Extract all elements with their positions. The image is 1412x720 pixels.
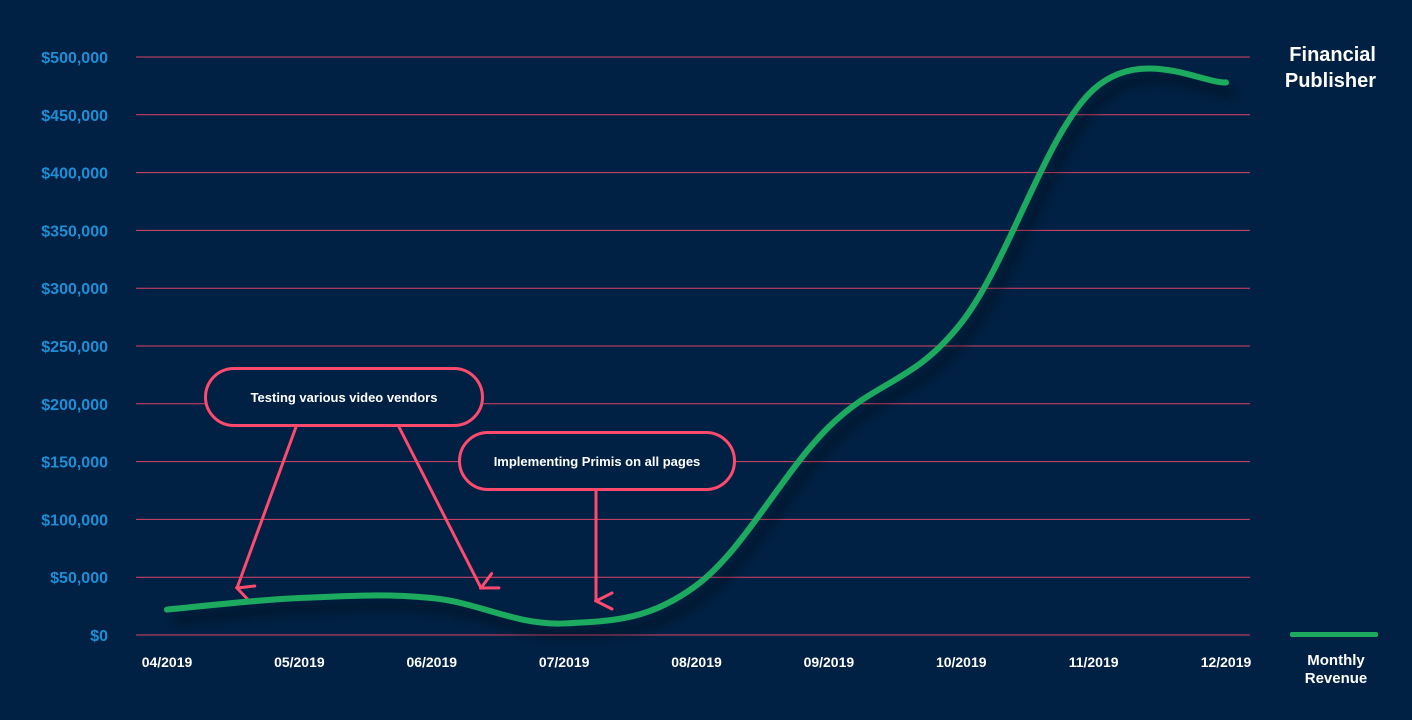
- grid-lines: [136, 56, 1250, 636]
- y-tick-label: $300,000: [41, 281, 108, 298]
- callout-text: Testing various video vendors: [250, 389, 438, 405]
- legend-swatch: [1290, 632, 1378, 637]
- x-tick-label: 10/2019: [936, 654, 987, 670]
- y-tick-label: $200,000: [41, 397, 108, 414]
- y-tick-label: $400,000: [41, 166, 108, 183]
- series-monthly-revenue: [164, 65, 1229, 627]
- callout-text: Implementing Primis on all pages: [493, 453, 701, 469]
- x-tick-label: 06/2019: [406, 654, 457, 670]
- x-tick-label: 07/2019: [539, 654, 590, 670]
- series-line: [164, 65, 1229, 627]
- y-tick-label: $50,000: [50, 570, 108, 587]
- callout-implementing-primis: Implementing Primis on all pages: [458, 431, 736, 491]
- y-tick-label: $150,000: [41, 455, 108, 472]
- x-axis: 04/2019 05/2019 06/2019 07/2019 08/2019 09/20…: [142, 654, 1252, 670]
- legend-label: Monthly Revenue: [1304, 652, 1368, 687]
- y-tick-label: $100,000: [41, 512, 108, 529]
- y-tick-label: $450,000: [41, 108, 108, 125]
- x-tick-label: 05/2019: [274, 654, 325, 670]
- x-tick-label: 12/2019: [1201, 654, 1252, 670]
- annotation-arrows: [237, 425, 596, 601]
- chart-title: Financial Publisher: [1284, 44, 1376, 92]
- x-tick-label: 11/2019: [1069, 654, 1119, 670]
- x-tick-label: 04/2019: [142, 654, 193, 670]
- y-tick-label: $350,000: [41, 223, 108, 240]
- annotation-arrow: [237, 425, 298, 588]
- x-tick-label: 08/2019: [671, 654, 722, 670]
- y-tick-label: $500,000: [41, 50, 108, 67]
- y-axis: $0 $50,000 $100,000 $150,000 $200,000 $250,00…: [41, 50, 108, 645]
- x-tick-label: 09/2019: [804, 654, 855, 670]
- y-tick-label: $0: [90, 628, 108, 645]
- y-tick-label: $250,000: [41, 339, 108, 356]
- annotation-arrow: [397, 425, 481, 588]
- callout-testing-vendors: Testing various video vendors: [204, 367, 484, 427]
